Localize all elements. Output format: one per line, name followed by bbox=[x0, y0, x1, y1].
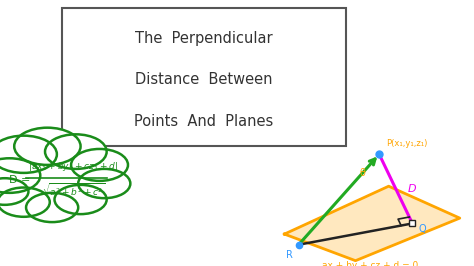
Text: R: R bbox=[286, 250, 292, 260]
Circle shape bbox=[0, 178, 28, 205]
Text: D: D bbox=[408, 184, 416, 194]
Circle shape bbox=[14, 128, 81, 165]
Circle shape bbox=[45, 134, 107, 169]
Circle shape bbox=[0, 158, 40, 193]
Text: ax + by + cz + d = 0: ax + by + cz + d = 0 bbox=[321, 261, 418, 266]
Circle shape bbox=[26, 193, 78, 222]
Text: $|ax_1 + by_1 + cz_1 + d|$: $|ax_1 + by_1 + cz_1 + d|$ bbox=[28, 160, 118, 173]
Text: The  Perpendicular: The Perpendicular bbox=[135, 31, 273, 46]
FancyBboxPatch shape bbox=[62, 8, 346, 146]
Circle shape bbox=[55, 185, 107, 214]
Circle shape bbox=[78, 169, 130, 198]
Circle shape bbox=[0, 188, 50, 217]
Polygon shape bbox=[284, 186, 460, 261]
Circle shape bbox=[0, 136, 57, 173]
Text: Points  And  Planes: Points And Planes bbox=[134, 114, 273, 129]
Text: $\sqrt{a^2+b^2+c^2}$: $\sqrt{a^2+b^2+c^2}$ bbox=[42, 181, 105, 199]
Text: Q: Q bbox=[419, 224, 427, 234]
Text: D =: D = bbox=[9, 174, 30, 185]
Circle shape bbox=[71, 149, 128, 181]
Text: Distance  Between: Distance Between bbox=[135, 72, 273, 88]
Text: P(x₁,y₁,z₁): P(x₁,y₁,z₁) bbox=[386, 139, 428, 148]
Text: θ: θ bbox=[360, 168, 365, 178]
